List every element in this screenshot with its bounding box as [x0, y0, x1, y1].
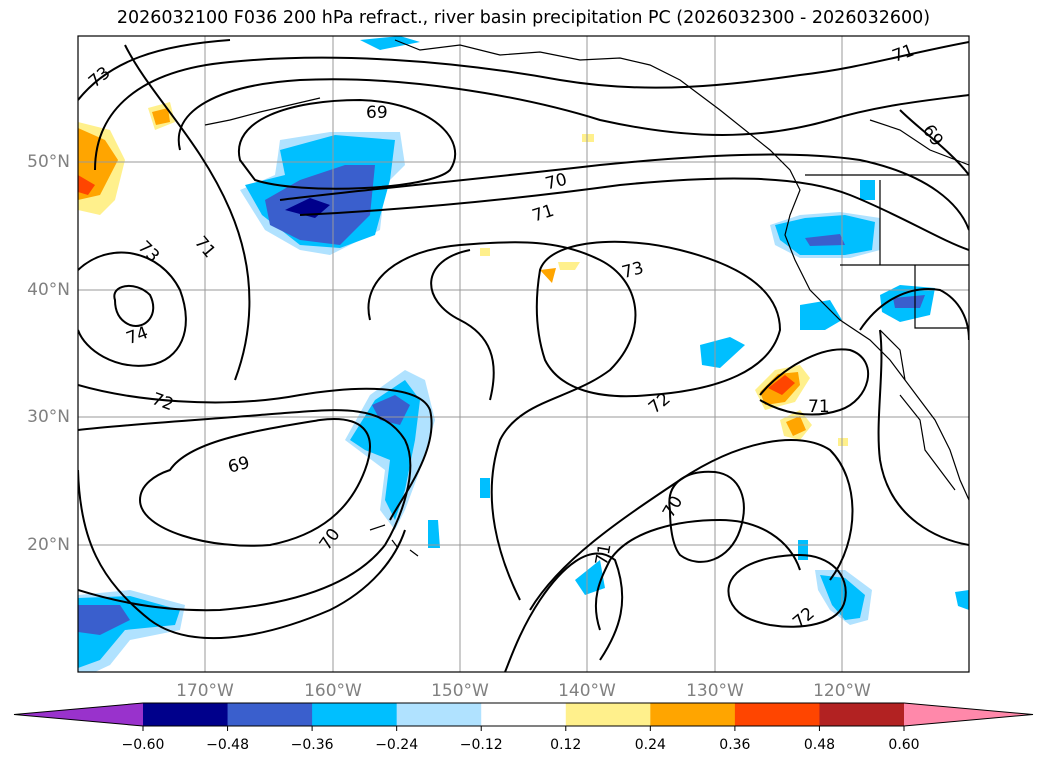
colorbar-cell	[734, 703, 820, 726]
colorbar-cell	[227, 703, 313, 726]
colorbar-tick-label: 0.12	[550, 737, 582, 753]
colorbar-tick-label: 0.48	[803, 737, 836, 753]
colorbar-tick-label: −0.12	[459, 737, 503, 753]
map-background	[78, 36, 969, 672]
lon-label-170w: 170°W	[176, 681, 234, 701]
colorbar-cell	[396, 703, 482, 726]
contour-label: 69	[366, 103, 388, 123]
colorbar-cell	[481, 703, 567, 726]
colorbar-cell	[143, 703, 229, 726]
lon-label-130w: 130°W	[686, 681, 744, 701]
map-frame	[77, 35, 970, 673]
colorbar-tick-label: −0.24	[375, 737, 419, 753]
lat-label-50n: 50°N	[27, 152, 70, 172]
colorbar-tick-label: −0.36	[290, 737, 334, 753]
lon-label-160w: 160°W	[304, 681, 362, 701]
lon-label-150w: 150°W	[431, 681, 489, 701]
map-figure: 73 69 70 71 71 73 71 74 72 69 70 72 71 7…	[77, 35, 970, 673]
lon-label-140w: 140°W	[558, 681, 616, 701]
colorbar-tick-label: 0.24	[634, 737, 666, 753]
colorbar-tick-label: 0.36	[719, 737, 751, 753]
map-gridlines	[78, 36, 969, 672]
colorbar-cell	[565, 703, 651, 726]
lat-label-40n: 40°N	[27, 280, 70, 300]
colorbar-tick-label: −0.48	[206, 737, 249, 753]
colorbar-tick-label: 0.60	[888, 737, 920, 753]
lat-label-20n: 20°N	[27, 535, 70, 555]
colorbar-extend-left	[14, 703, 143, 726]
contour-label: 71	[808, 397, 830, 417]
colorbar-outline	[13, 702, 1034, 727]
colorbar-extend-right	[904, 703, 1033, 726]
refractivity-contours	[78, 39, 969, 672]
colorbar-cell	[312, 703, 398, 726]
colorbar-tick-label: −0.60	[121, 737, 165, 753]
colorbar-cell	[650, 703, 736, 726]
lat-label-30n: 30°N	[27, 407, 70, 427]
precip-shading	[78, 36, 969, 672]
map-title: 2026032100 F036 200 hPa refract., river …	[116, 8, 931, 28]
lon-label-120w: 120°W	[813, 681, 871, 701]
colorbar-cell	[819, 703, 905, 726]
coastlines	[204, 39, 969, 557]
contour-label: 71	[592, 542, 615, 567]
